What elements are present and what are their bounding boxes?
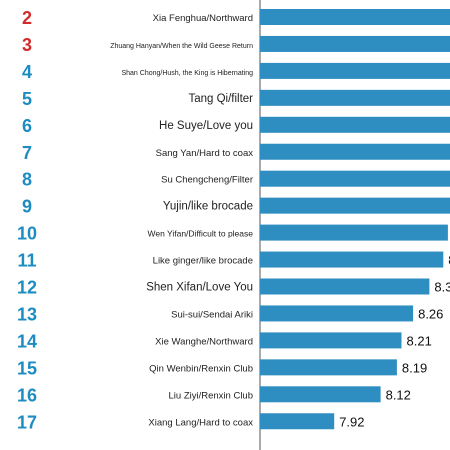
bar [260,35,450,52]
chart-row: 4 Shan Chong/Hush, the King is Hibernatin… [22,62,450,82]
rank-label: 9 [22,197,32,217]
rank-label: 2 [22,8,32,28]
category-label: Zhuang Hanyan/When the Wild Geese Return [110,43,253,50]
chart-row: 11 Like ginger/like brocade 8.39 [17,251,450,271]
bar [260,197,450,214]
category-label: Tang Qi/filter [188,93,253,105]
chart-row: 17 Xiang Lang/Hard to coax 7.92 [17,412,365,432]
chart-row: 13 Sui-sui/Sendai Ariki 8.26 [17,304,443,324]
rank-label: 5 [22,89,32,109]
rank-label: 16 [17,385,37,405]
bar [260,89,450,106]
value-label: 8.12 [386,387,411,402]
rank-label: 8 [22,170,32,190]
bar [260,116,450,133]
value-label: 8.21 [407,333,432,348]
rank-label: 6 [22,116,32,136]
bar [260,278,430,295]
category-label: Qin Wenbin/Renxin Club [149,363,253,374]
bar [260,224,448,241]
rank-label: 10 [17,224,37,244]
bar [260,332,402,349]
rank-label: 11 [17,251,36,271]
value-label: 7.92 [339,414,364,429]
category-label: Su Chengcheng/Filter [161,175,253,186]
chart-row: 3 Zhuang Hanyan/When the Wild Geese Retur… [22,35,450,55]
category-label: Sang Yan/Hard to coax [156,148,254,159]
bar [260,143,450,160]
bar [260,9,450,25]
value-label: 8.33 [434,280,450,295]
rank-label: 17 [17,412,37,432]
category-label: Shan Chong/Hush, the King is Hibernating [121,70,253,77]
chart-row: 15 Qin Wenbin/Renxin Club 8.19 [17,358,427,378]
bar [260,386,381,403]
rank-label: 13 [17,304,37,324]
category-label: He Suye/Love you [159,120,253,132]
value-label: 8.19 [402,360,427,375]
value-label: 8.26 [418,306,443,321]
rank-label: 3 [22,35,32,55]
rank-label: 4 [22,62,32,82]
category-label: Shen Xifan/Love You [146,282,253,294]
category-label: Like ginger/like brocade [153,256,253,267]
rank-label: 7 [22,143,32,163]
chart-row: 16 Liu Ziyi/Renxin Club 8.12 [17,385,411,405]
bar [260,62,450,79]
category-label: Sui-sui/Sendai Ariki [171,309,253,320]
rank-label: 15 [17,358,37,378]
bar [260,359,397,376]
category-label: Liu Ziyi/Renxin Club [169,390,253,401]
bar [260,170,450,187]
category-label: Xie Wanghe/Northward [155,336,253,347]
value-label: 8.39 [448,253,450,268]
rank-label: 14 [17,331,37,351]
chart-row: 6He Suye/Love you8.76 [22,116,450,136]
category-label: Xia Fenghua/Northward [153,13,253,24]
category-label: Yujin/like brocade [163,201,253,213]
bar [260,413,335,430]
chart-row: 14 Xie Wanghe/Northward 8.21 [17,331,432,351]
bar [260,251,444,268]
chart-row: 8Su Chengcheng/Filter8.46 [22,170,450,190]
chart-row: 12 Shen Xifan/Love You 8.33 [17,278,450,298]
bar [260,305,414,322]
category-label: Wen Yifan/Difficult to please [147,229,253,239]
category-label: Xiang Lang/Hard to coax [148,417,253,428]
rank-label: 12 [17,278,37,298]
